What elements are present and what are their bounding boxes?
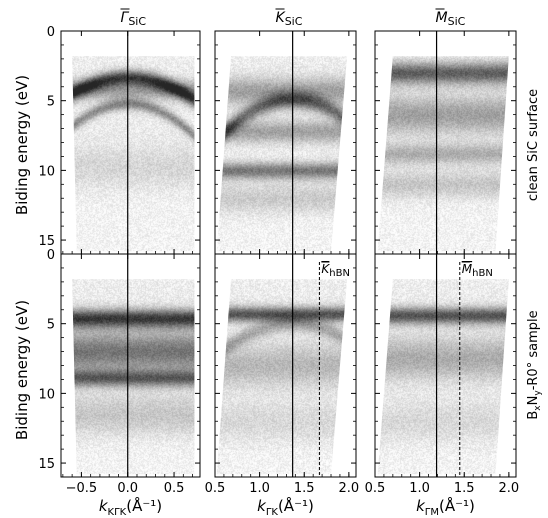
y-tick-label: 15 [38,457,55,472]
row-labels: clean SiC surface BxNy-R0° sample [526,89,543,420]
y-axis-label-bottom: Biding energy (eV) [13,300,31,440]
column-title: KSiC [276,10,303,28]
y-tick-label: 0 [47,248,55,263]
x-tick-label: 2.0 [499,481,520,496]
column-title: MSiC [436,10,466,28]
arpes-intensity-map [216,56,348,252]
row-label-sample: BxNy-R0° sample [526,310,543,419]
x-tick-label: 2.0 [339,481,360,496]
x-tick-label: 1.5 [454,481,475,496]
hbn-point-label: MhBN [462,262,493,279]
panel-r1-c2: MhBN 0.5 1.0 1.5 2.0 kΓM(Å⁻¹) [365,253,520,518]
y-tick-label: 0 [47,25,55,40]
row-label-clean: clean SiC surface [526,89,541,201]
y-axis-label-top: Biding energy (eV) [13,75,31,215]
y-tick-label: 5 [47,95,55,110]
panel-r1-c1: KhBN 0.5 1.0 1.5 2.0 kΓK(Å⁻¹) [205,253,360,518]
x-axis-label: kΓK(Å⁻¹) [257,496,314,518]
panel-r0-c1: KSiC [214,8,357,255]
panel-r0-c0: 0 5 10 15 ΓSiC [38,8,201,255]
hbn-point-label: KhBN [321,262,350,279]
arpes-intensity-map [216,279,348,475]
y-axis-labels: Biding energy (eV) Biding energy (eV) [13,75,31,440]
x-tick-label: 0.5 [365,481,386,496]
x-tick-label: 1.0 [409,481,430,496]
arpes-intensity-map [72,279,195,475]
x-tick-label: 0.0 [117,481,138,496]
panel-r0-c2: MSiC [374,8,517,255]
arpes-intensity-map [377,56,509,252]
y-tick-label: 10 [38,164,55,179]
x-tick-label: −0.5 [66,481,98,496]
x-tick-label: 1.5 [294,481,315,496]
x-tick-label: 0.5 [164,481,185,496]
y-tick-label: 5 [47,318,55,333]
column-title: ΓSiC [121,10,147,28]
y-tick-label: 15 [38,234,55,249]
arpes-intensity-map [72,56,195,252]
x-tick-label: 0.5 [205,481,226,496]
x-tick-label: 1.0 [249,481,270,496]
y-tick-label: 10 [38,387,55,402]
x-axis-label: kKΓK(Å⁻¹) [99,496,162,518]
x-axis-label: kΓM(Å⁻¹) [416,496,475,518]
arpes-intensity-map [377,279,509,475]
